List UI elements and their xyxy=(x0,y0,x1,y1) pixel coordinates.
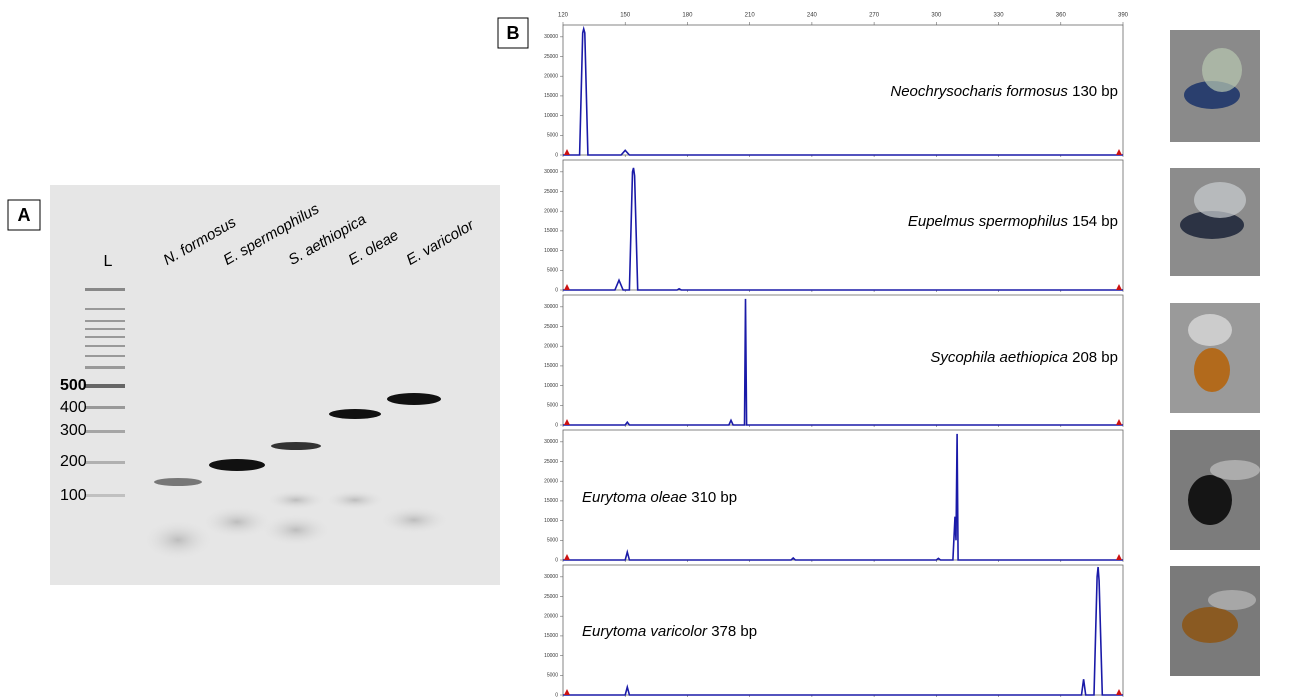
size-marker xyxy=(1116,689,1122,695)
y-tick-label: 25000 xyxy=(544,459,558,465)
y-tick-label: 25000 xyxy=(544,189,558,195)
size-marker xyxy=(1116,284,1122,290)
y-tick-label: 15000 xyxy=(544,633,558,639)
y-tick-label: 25000 xyxy=(544,54,558,60)
y-tick-label: 15000 xyxy=(544,363,558,369)
y-tick-label: 20000 xyxy=(544,74,558,80)
y-tick-label: 30000 xyxy=(544,574,558,580)
trace-annotation: Eupelmus spermophilus 154 bp xyxy=(908,213,1118,230)
y-tick-label: 30000 xyxy=(544,304,558,310)
size-marker xyxy=(564,284,570,290)
y-tick-label: 15000 xyxy=(544,228,558,234)
x-tick-label: 180 xyxy=(682,13,693,19)
plot-frame xyxy=(562,24,1124,156)
trace xyxy=(563,566,1123,696)
y-tick-label: 5000 xyxy=(547,538,558,544)
y-tick-label: 10000 xyxy=(544,248,558,254)
y-tick-label: 25000 xyxy=(544,324,558,330)
trace-annotation: Sycophila aethiopica 208 bp xyxy=(930,349,1118,366)
size-label: 200 xyxy=(60,453,87,470)
gel-bands xyxy=(85,288,449,560)
y-tick-label: 20000 xyxy=(544,209,558,215)
insect-photos xyxy=(1170,30,1260,676)
plot-frame xyxy=(562,564,1124,696)
y-tick-label: 30000 xyxy=(544,169,558,175)
trace-annotation: Eurytoma varicolor 378 bp xyxy=(582,623,757,640)
panel-label: B xyxy=(507,23,520,43)
y-tick-label: 15000 xyxy=(544,498,558,504)
ladder-label: L xyxy=(104,253,113,270)
y-tick-label: 5000 xyxy=(547,133,558,139)
y-tick-label: 10000 xyxy=(544,653,558,659)
trace-annotation: Eurytoma oleae 310 bp xyxy=(582,489,737,506)
panel-label: A xyxy=(18,205,31,225)
trace xyxy=(563,433,1123,561)
y-tick-label: 5000 xyxy=(547,403,558,409)
size-label: 300 xyxy=(60,422,87,439)
size-marker xyxy=(564,689,570,695)
x-tick-label: 360 xyxy=(1056,13,1067,19)
panel-box xyxy=(497,17,529,49)
x-tick-label: 270 xyxy=(869,13,880,19)
x-tick-label: 330 xyxy=(994,13,1005,19)
amplicon-size: 208 bp xyxy=(1072,349,1118,366)
amplicon-size: 130 bp xyxy=(1072,83,1118,100)
size-label: 400 xyxy=(60,399,87,416)
size-marker xyxy=(564,554,570,560)
y-tick-label: 20000 xyxy=(544,479,558,485)
plot-frame xyxy=(562,159,1124,291)
y-tick-label: 20000 xyxy=(544,614,558,620)
y-tick-label: 30000 xyxy=(544,34,558,40)
amplicon-size: 378 bp xyxy=(711,623,757,640)
y-tick-label: 10000 xyxy=(544,383,558,389)
x-tick-label: 120 xyxy=(558,13,569,19)
trace xyxy=(563,25,1123,156)
size-marker xyxy=(564,419,570,425)
y-tick-label: 20000 xyxy=(544,344,558,350)
y-tick-label: 10000 xyxy=(544,518,558,524)
size-marker xyxy=(564,149,570,155)
y-tick-label: 5000 xyxy=(547,673,558,679)
size-marker xyxy=(1116,419,1122,425)
size-marker xyxy=(1116,149,1122,155)
panel-box xyxy=(7,199,41,231)
y-tick-label: 0 xyxy=(555,692,558,698)
y-tick-label: 0 xyxy=(555,287,558,293)
x-tick-label: 300 xyxy=(931,13,942,19)
plot-frame xyxy=(562,294,1124,426)
x-tick-label: 150 xyxy=(620,13,631,19)
size-marker xyxy=(1116,554,1122,560)
x-tick-label: 240 xyxy=(807,13,818,19)
species-name: Sycophila aethiopica xyxy=(930,349,1068,366)
y-tick-label: 0 xyxy=(555,152,558,158)
y-tick-label: 10000 xyxy=(544,113,558,119)
species-name: Eupelmus spermophilus xyxy=(908,213,1069,230)
y-tick-label: 0 xyxy=(555,557,558,563)
plot-frame xyxy=(562,429,1124,561)
size-label: 100 xyxy=(60,487,87,504)
amplicon-size: 154 bp xyxy=(1072,213,1118,230)
y-tick-label: 0 xyxy=(555,422,558,428)
size-label: 500 xyxy=(60,377,87,394)
x-tick-label: 210 xyxy=(745,13,756,19)
trace-annotation: Neochrysocharis formosus 130 bp xyxy=(890,83,1118,100)
y-tick-label: 30000 xyxy=(544,439,558,445)
y-tick-label: 15000 xyxy=(544,93,558,99)
species-name: Neochrysocharis formosus xyxy=(890,83,1068,100)
x-tick-label: 390 xyxy=(1118,13,1129,19)
species-name: Eurytoma oleae xyxy=(582,489,687,506)
trace xyxy=(563,167,1123,291)
trace xyxy=(563,298,1123,426)
y-tick-label: 25000 xyxy=(544,594,558,600)
y-tick-label: 5000 xyxy=(547,268,558,274)
amplicon-size: 310 bp xyxy=(691,489,737,506)
species-name: Eurytoma varicolor xyxy=(582,623,708,640)
